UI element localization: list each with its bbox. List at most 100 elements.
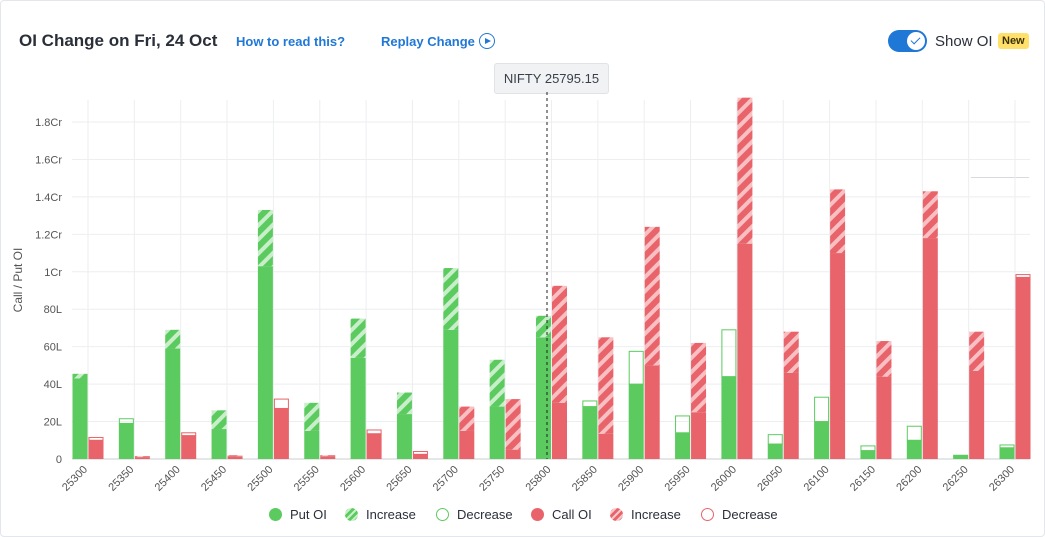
put-decrease-bar <box>628 350 644 385</box>
call-increase-bar <box>737 97 753 244</box>
y-tick-label: 60L <box>44 342 62 354</box>
put-oi-bar <box>536 337 551 459</box>
call-oi-bar <box>691 412 707 459</box>
legend-put-oi[interactable]: Put OI <box>269 507 327 522</box>
call-increase-bar <box>227 455 243 457</box>
show-oi-toggle[interactable] <box>888 30 927 52</box>
put-increase-bar <box>165 329 181 349</box>
y-tick-label: 0 <box>56 454 62 466</box>
call-oi-bar <box>644 365 660 459</box>
put-oi-bar <box>999 447 1015 459</box>
put-oi-bar <box>211 429 227 459</box>
call-increase-bar <box>644 226 660 366</box>
chart-title: OI Change on Fri, 24 Oct <box>19 31 218 50</box>
put-oi-bar <box>582 406 598 459</box>
legend-call-increase-label: Increase <box>631 507 681 522</box>
how-to-read-link[interactable]: How to read this? <box>236 34 346 49</box>
put-decrease-bar <box>582 400 598 408</box>
put-oi-bar <box>953 456 969 459</box>
put-oi-bar <box>72 378 88 459</box>
put-oi-bar <box>814 421 830 459</box>
put-oi-bar <box>489 406 505 459</box>
put-oi-bar <box>350 357 366 459</box>
call-increase-bar <box>830 189 846 254</box>
call-decrease-bar <box>88 436 104 441</box>
replay-change-link[interactable]: Replay Change <box>381 34 475 49</box>
call-oi-bar <box>876 376 892 459</box>
call-increase-bar <box>134 456 150 458</box>
x-tick-label: 26150 <box>848 464 878 494</box>
y-tick-label: 1.8Cr <box>35 117 62 129</box>
put-oi-bar <box>628 384 644 459</box>
spot-price-tooltip: NIFTY 25795.15 <box>494 63 609 94</box>
call-oi-bar <box>552 402 567 459</box>
x-tick-label: 26100 <box>802 464 832 494</box>
call-oi-bar <box>505 449 521 459</box>
x-tick-label: 26200 <box>894 464 924 494</box>
x-tick-label: 25450 <box>199 464 229 494</box>
new-badge: New <box>998 33 1029 49</box>
call-increase-swatch-icon <box>610 508 623 521</box>
put-decrease-bar <box>767 434 783 445</box>
y-tick-label: 1Cr <box>44 267 62 279</box>
put-oi-bar <box>396 414 412 459</box>
put-increase-bar <box>211 410 227 430</box>
x-tick-label: 26000 <box>709 464 739 494</box>
call-increase-bar <box>969 331 985 372</box>
x-tick-label: 25850 <box>570 464 600 494</box>
y-axis: 0 20L 40L 60L 80L 1Cr 1.2Cr 1.4Cr 1.6Cr 1.8Cr <box>35 117 62 466</box>
x-tick-label: 25600 <box>338 464 368 494</box>
call-increase-bar <box>598 337 614 434</box>
call-increase-bar <box>552 285 567 403</box>
y-tick-label: 40L <box>44 379 62 391</box>
put-oi-bar <box>304 430 320 459</box>
y-tick-label: 1.2Cr <box>35 229 62 241</box>
x-axis: 25300 25350 25400 25450 25500 25550 25600 25650… <box>60 464 1017 494</box>
legend-call-oi[interactable]: Call OI <box>531 507 592 522</box>
put-oi-bar <box>257 266 273 459</box>
call-oi-bar <box>366 433 382 459</box>
call-oi-bar <box>273 408 289 459</box>
bars-group <box>72 97 1031 459</box>
legend-call-oi-label: Call OI <box>552 507 592 522</box>
put-increase-bar <box>72 373 88 379</box>
call-decrease-bar <box>1015 274 1031 278</box>
y-tick-label: 20L <box>44 417 62 429</box>
legend-put-oi-label: Put OI <box>290 507 327 522</box>
call-increase-bar <box>922 191 938 239</box>
call-oi-bar <box>598 433 614 459</box>
call-oi-bar <box>969 371 985 459</box>
legend-put-decrease[interactable]: Decrease <box>436 507 513 522</box>
put-increase-bar <box>443 268 459 330</box>
oi-bar-chart: 0 20L 40L 60L 80L 1Cr 1.2Cr 1.4Cr 1.6Cr 1.8Cr 253… <box>11 92 1031 494</box>
put-decrease-swatch-icon <box>436 508 449 521</box>
legend-call-increase[interactable]: Increase <box>610 507 681 522</box>
put-oi-bar <box>443 329 459 459</box>
call-oi-bar <box>412 454 428 459</box>
call-decrease-bar <box>412 451 428 455</box>
put-decrease-bar <box>953 454 969 457</box>
put-decrease-bar <box>118 418 134 424</box>
put-increase-bar <box>489 359 505 407</box>
put-oi-bar <box>767 444 783 459</box>
call-increase-bar <box>320 455 336 457</box>
play-circle-icon[interactable] <box>479 33 495 49</box>
legend-put-increase-label: Increase <box>366 507 416 522</box>
call-oi-bar <box>181 435 197 459</box>
call-decrease-swatch-icon <box>701 508 714 521</box>
call-decrease-bar <box>366 429 382 435</box>
x-tick-label: 25550 <box>292 464 322 494</box>
put-decrease-bar <box>721 329 737 378</box>
put-decrease-bar <box>906 425 922 441</box>
legend-put-increase[interactable]: Increase <box>345 507 416 522</box>
legend-call-decrease[interactable]: Decrease <box>701 507 778 522</box>
show-oi-label: Show OI <box>935 33 993 50</box>
x-tick-label: 25950 <box>663 464 693 494</box>
put-oi-swatch-icon <box>269 508 282 521</box>
put-decrease-bar <box>675 415 691 434</box>
call-oi-bar <box>783 372 799 459</box>
x-tick-label: 25800 <box>524 464 554 494</box>
x-tick-label: 25700 <box>431 464 461 494</box>
call-oi-bar <box>830 253 846 459</box>
put-decrease-bar <box>860 445 876 452</box>
